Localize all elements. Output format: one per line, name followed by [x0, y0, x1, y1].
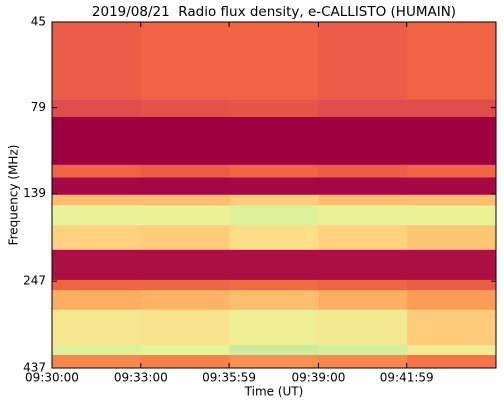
- heatmap-cell: [407, 116, 497, 166]
- heatmap-cell: [318, 205, 408, 226]
- heatmap-cell: [407, 22, 497, 101]
- heatmap-cell: [407, 279, 497, 291]
- heatmap-cell: [318, 290, 408, 311]
- heatmap-cell: [318, 309, 408, 346]
- heatmap-cell: [140, 290, 231, 311]
- heatmap-cell: [318, 279, 408, 291]
- heatmap-cell: [407, 345, 497, 356]
- y-tick-label: 79: [31, 100, 46, 114]
- heatmap-cell: [140, 249, 231, 281]
- y-tick-label: 45: [31, 15, 46, 29]
- heatmap-cell: [52, 116, 142, 166]
- heatmap-cell: [229, 205, 319, 226]
- heatmap-cell: [140, 99, 231, 118]
- heatmap-cell: [140, 345, 231, 356]
- heatmap-cell: [140, 116, 231, 166]
- heatmap-cell: [229, 194, 319, 206]
- y-axis-label: Frequency (MHz): [7, 145, 21, 246]
- heatmap-cell: [52, 205, 142, 226]
- heatmap-cell: [318, 249, 408, 281]
- heatmap-cell: [229, 290, 319, 311]
- heatmap-cell: [407, 205, 497, 226]
- heatmap-cell: [407, 354, 497, 369]
- heatmap-cell: [140, 354, 231, 369]
- heatmap-cell: [52, 249, 142, 281]
- heatmap-cell: [407, 249, 497, 281]
- heatmap-cell: [140, 205, 231, 226]
- heatmap-cell: [52, 290, 142, 311]
- y-tick-label: 247: [23, 274, 46, 288]
- x-tick-label: 09:35:59: [202, 371, 256, 385]
- heatmap-cell: [52, 177, 142, 196]
- x-tick-label: 09:30:00: [25, 371, 79, 385]
- heatmap-cell: [407, 177, 497, 196]
- heatmap-cell: [229, 177, 319, 196]
- heatmap-cell: [140, 279, 231, 291]
- heatmap-cell: [318, 177, 408, 196]
- y-tick-label: 437: [23, 361, 46, 375]
- heatmap-cell: [229, 345, 319, 356]
- heatmap-cell: [407, 225, 497, 251]
- heatmap-cell: [52, 345, 142, 356]
- heatmap-cell: [229, 249, 319, 281]
- heatmap-cell: [318, 99, 408, 118]
- heatmap-cell: [318, 225, 408, 251]
- heatmap-cell: [52, 279, 142, 291]
- heatmap-cell: [318, 345, 408, 356]
- heatmap-cell: [140, 22, 231, 101]
- heatmap-cell: [229, 354, 319, 369]
- x-axis-label: Time (UT): [244, 385, 304, 399]
- heatmap-cell: [407, 290, 497, 311]
- heatmap-cell: [52, 225, 142, 251]
- x-tick-label: 09:39:00: [291, 371, 345, 385]
- plot-frame: [51, 21, 497, 369]
- heatmap-cell: [229, 99, 319, 118]
- heatmap-cell: [318, 354, 408, 369]
- heatmap-cell: [140, 225, 231, 251]
- heatmap-cell: [52, 309, 142, 346]
- heatmap-cell: [52, 22, 142, 101]
- heatmap-cell: [229, 225, 319, 251]
- heatmap-cell: [407, 99, 497, 118]
- heatmap-cell: [318, 194, 408, 206]
- heatmap-cell: [318, 164, 408, 178]
- heatmap-cell: [229, 164, 319, 178]
- heatmap-cell: [229, 22, 319, 101]
- heatmap-cell: [229, 309, 319, 346]
- heatmap: [52, 22, 497, 369]
- heatmap-cell: [140, 177, 231, 196]
- heatmap-cell: [140, 194, 231, 206]
- x-tick-label: 09:33:00: [114, 371, 168, 385]
- heatmap-cell: [52, 354, 142, 369]
- heatmap-cell: [52, 99, 142, 118]
- heatmap-cell: [407, 194, 497, 206]
- heatmap-cell: [318, 22, 408, 101]
- y-tick-label: 139: [23, 186, 46, 200]
- heatmap-cell: [52, 194, 142, 206]
- heatmap-cell: [229, 116, 319, 166]
- heatmap-cell: [52, 164, 142, 178]
- heatmap-cell: [229, 279, 319, 291]
- heatmap-cell: [407, 164, 497, 178]
- heatmap-cell: [140, 309, 231, 346]
- heatmap-cell: [140, 164, 231, 178]
- chart-title: 2019/08/21 Radio flux density, e-CALLIST…: [92, 4, 456, 20]
- x-tick-label: 09:41:59: [380, 371, 434, 385]
- heatmap-cell: [407, 309, 497, 346]
- heatmap-cell: [318, 116, 408, 166]
